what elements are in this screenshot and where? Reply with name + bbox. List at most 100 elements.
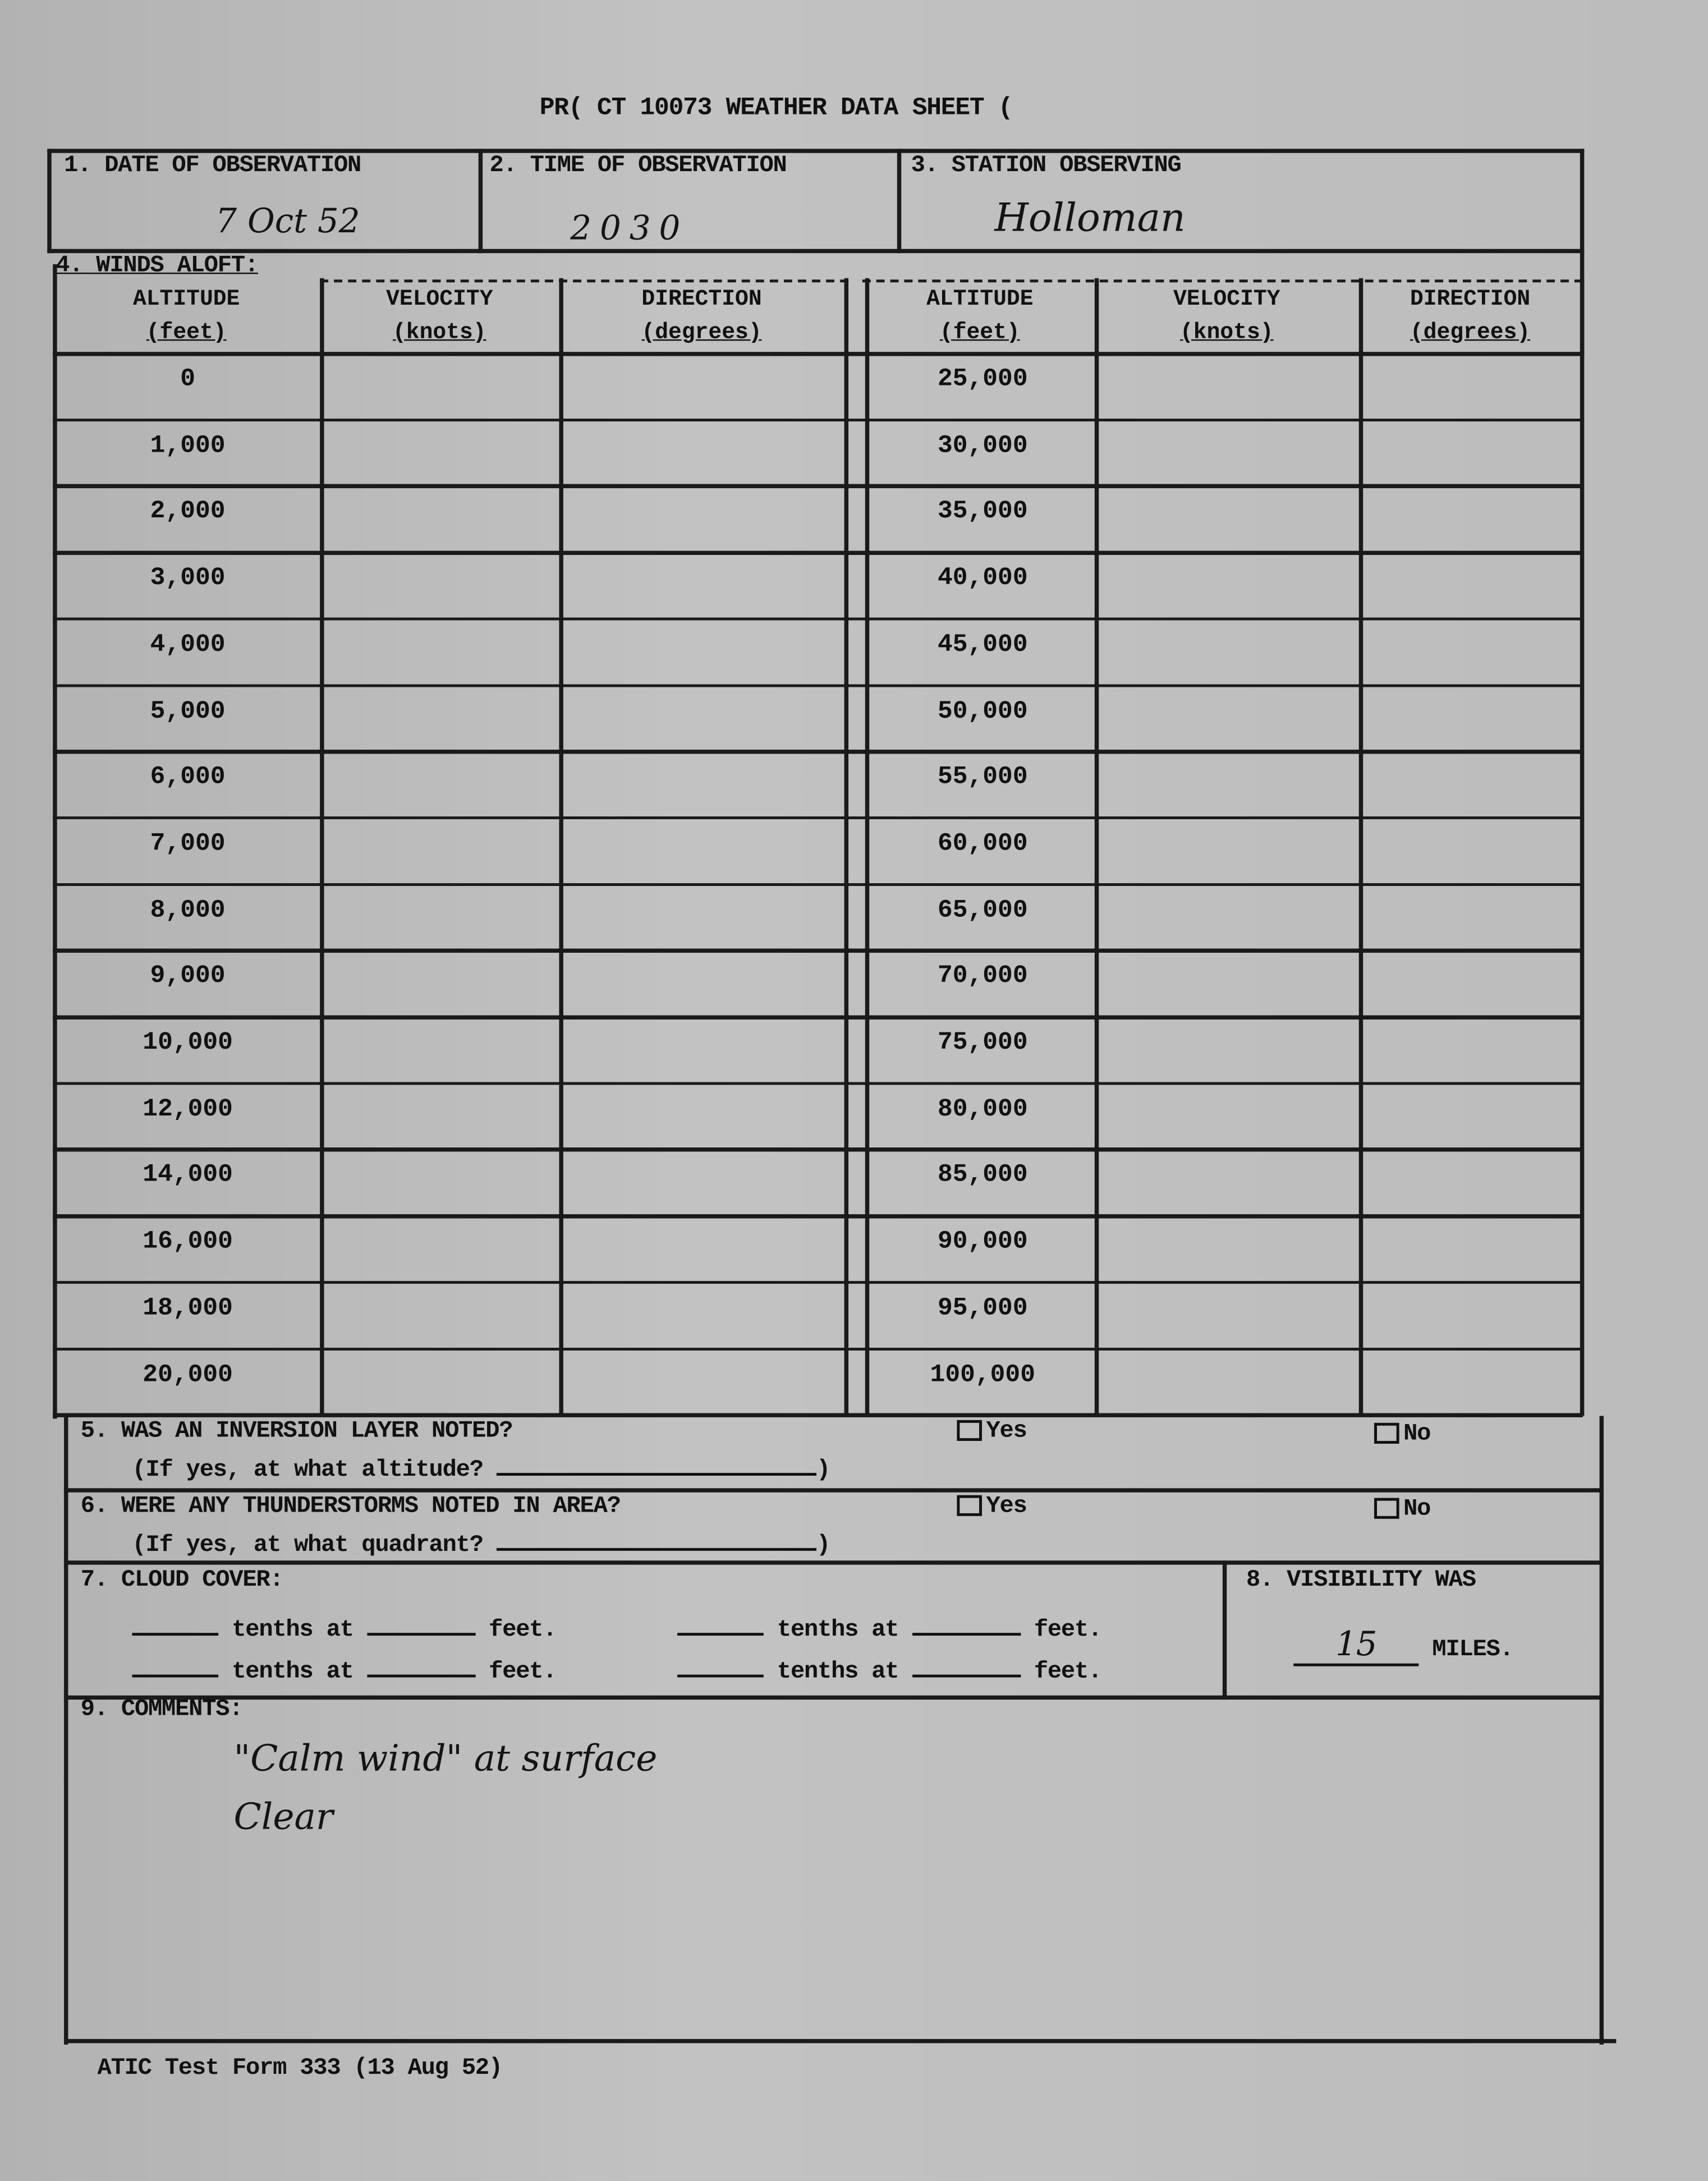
table-row-divider xyxy=(53,1413,1583,1417)
checkbox-icon[interactable] xyxy=(957,1420,982,1441)
wind-entry-cell[interactable] xyxy=(1362,888,1580,941)
wind-entry-cell[interactable] xyxy=(1098,1021,1359,1073)
wind-entry-cell[interactable] xyxy=(1098,822,1359,875)
wind-entry-cell[interactable] xyxy=(1362,1154,1580,1206)
wind-entry-cell[interactable] xyxy=(323,1154,559,1206)
wind-entry-cell[interactable] xyxy=(562,424,844,476)
wind-entry-cell[interactable] xyxy=(323,1286,559,1339)
wind-entry-cell[interactable] xyxy=(1362,1286,1580,1339)
altitude-cell-right: 35,000 xyxy=(937,498,1028,526)
wind-entry-cell[interactable] xyxy=(323,424,559,476)
header-title: VELOCITY xyxy=(1173,286,1280,312)
feet-field[interactable] xyxy=(912,1655,1021,1678)
q5-altitude-field[interactable] xyxy=(496,1453,816,1476)
wind-entry-cell[interactable] xyxy=(1098,490,1359,543)
wind-entry-cell[interactable] xyxy=(1362,954,1580,1007)
table-column-divider xyxy=(559,278,563,1416)
wind-entry-cell[interactable] xyxy=(1362,424,1580,476)
altitude-cell-left: 2,000 xyxy=(150,498,226,526)
wind-entry-cell[interactable] xyxy=(562,822,844,875)
station-value: Holloman xyxy=(994,195,1186,241)
form-footer: ATIC Test Form 333 (13 Aug 52) xyxy=(97,2055,503,2082)
wind-entry-cell[interactable] xyxy=(323,888,559,941)
wind-entry-cell[interactable] xyxy=(323,1353,559,1406)
wind-entry-cell[interactable] xyxy=(562,490,844,543)
checkbox-icon[interactable] xyxy=(1374,1422,1399,1444)
wind-entry-cell[interactable] xyxy=(1362,490,1580,543)
tenths-field[interactable] xyxy=(132,1613,219,1636)
altitude-cell-right: 45,000 xyxy=(937,631,1028,659)
feet-field[interactable] xyxy=(366,1655,476,1678)
q9-label: 9. COMMENTS: xyxy=(80,1697,244,1724)
q6-yes[interactable]: Yes xyxy=(957,1494,1027,1520)
header-title: ALTITUDE xyxy=(926,286,1034,312)
wind-entry-cell[interactable] xyxy=(562,1220,844,1273)
q6-sub: (If yes, at what quadrant? ) xyxy=(132,1528,830,1559)
wind-entry-cell[interactable] xyxy=(1098,357,1359,410)
wind-entry-cell[interactable] xyxy=(562,888,844,941)
checkbox-icon[interactable] xyxy=(1374,1498,1399,1519)
wind-entry-cell[interactable] xyxy=(562,1286,844,1339)
wind-entry-cell[interactable] xyxy=(323,1021,559,1073)
wind-entry-cell[interactable] xyxy=(562,357,844,410)
wind-entry-cell[interactable] xyxy=(1362,357,1580,410)
wind-entry-cell[interactable] xyxy=(1362,557,1580,609)
header-title: ALTITUDE xyxy=(132,286,240,312)
wind-entry-cell[interactable] xyxy=(323,822,559,875)
wind-entry-cell[interactable] xyxy=(1098,1154,1359,1206)
altitude-cell-right: 100,000 xyxy=(930,1361,1036,1389)
wind-entry-cell[interactable] xyxy=(1098,557,1359,609)
q5-no[interactable]: No xyxy=(1374,1421,1431,1448)
wind-entry-cell[interactable] xyxy=(1098,888,1359,941)
wind-entry-cell[interactable] xyxy=(1362,689,1580,742)
feet-field[interactable] xyxy=(366,1613,476,1636)
wind-entry-cell[interactable] xyxy=(1098,1087,1359,1140)
wind-entry-cell[interactable] xyxy=(323,623,559,676)
wind-entry-cell[interactable] xyxy=(562,1154,844,1206)
q5-yes[interactable]: Yes xyxy=(957,1418,1027,1445)
wind-entry-cell[interactable] xyxy=(562,755,844,808)
date-value: 7 Oct 52 xyxy=(215,201,360,241)
tenths-field[interactable] xyxy=(132,1655,219,1678)
wind-entry-cell[interactable] xyxy=(323,755,559,808)
q6-close: ) xyxy=(816,1532,830,1559)
wind-entry-cell[interactable] xyxy=(1098,689,1359,742)
wind-entry-cell[interactable] xyxy=(562,1021,844,1073)
wind-entry-cell[interactable] xyxy=(1362,1220,1580,1273)
q6-no[interactable]: No xyxy=(1374,1496,1431,1523)
wind-entry-cell[interactable] xyxy=(1098,623,1359,676)
wind-entry-cell[interactable] xyxy=(323,1220,559,1273)
wind-entry-cell[interactable] xyxy=(1362,1021,1580,1073)
altitude-cell-left: 12,000 xyxy=(143,1095,233,1124)
wind-entry-cell[interactable] xyxy=(1098,1286,1359,1339)
wind-entry-cell[interactable] xyxy=(323,1087,559,1140)
tenths-field[interactable] xyxy=(677,1613,764,1636)
checkbox-icon[interactable] xyxy=(957,1495,982,1516)
wind-entry-cell[interactable] xyxy=(1362,623,1580,676)
wind-entry-cell[interactable] xyxy=(1098,954,1359,1007)
wind-entry-cell[interactable] xyxy=(562,623,844,676)
wind-entry-cell[interactable] xyxy=(1362,822,1580,875)
visibility-value[interactable]: 15 xyxy=(1293,1624,1419,1666)
wind-entry-cell[interactable] xyxy=(1098,424,1359,476)
wind-entry-cell[interactable] xyxy=(323,490,559,543)
wind-entry-cell[interactable] xyxy=(1098,1220,1359,1273)
wind-entry-cell[interactable] xyxy=(562,557,844,609)
wind-entry-cell[interactable] xyxy=(1362,755,1580,808)
wind-entry-cell[interactable] xyxy=(562,1353,844,1406)
feet-field[interactable] xyxy=(912,1613,1021,1636)
wind-entry-cell[interactable] xyxy=(323,357,559,410)
tenths-field[interactable] xyxy=(677,1655,764,1678)
wind-entry-cell[interactable] xyxy=(323,689,559,742)
wind-entry-cell[interactable] xyxy=(323,954,559,1007)
wind-entry-cell[interactable] xyxy=(562,954,844,1007)
wind-entry-cell[interactable] xyxy=(562,1087,844,1140)
wind-entry-cell[interactable] xyxy=(1362,1353,1580,1406)
wind-entry-cell[interactable] xyxy=(562,689,844,742)
wind-entry-cell[interactable] xyxy=(1098,755,1359,808)
wind-entry-cell[interactable] xyxy=(1362,1087,1580,1140)
q6-quadrant-field[interactable] xyxy=(496,1528,816,1551)
table-row-divider xyxy=(53,418,1583,422)
wind-entry-cell[interactable] xyxy=(323,557,559,609)
wind-entry-cell[interactable] xyxy=(1098,1353,1359,1406)
